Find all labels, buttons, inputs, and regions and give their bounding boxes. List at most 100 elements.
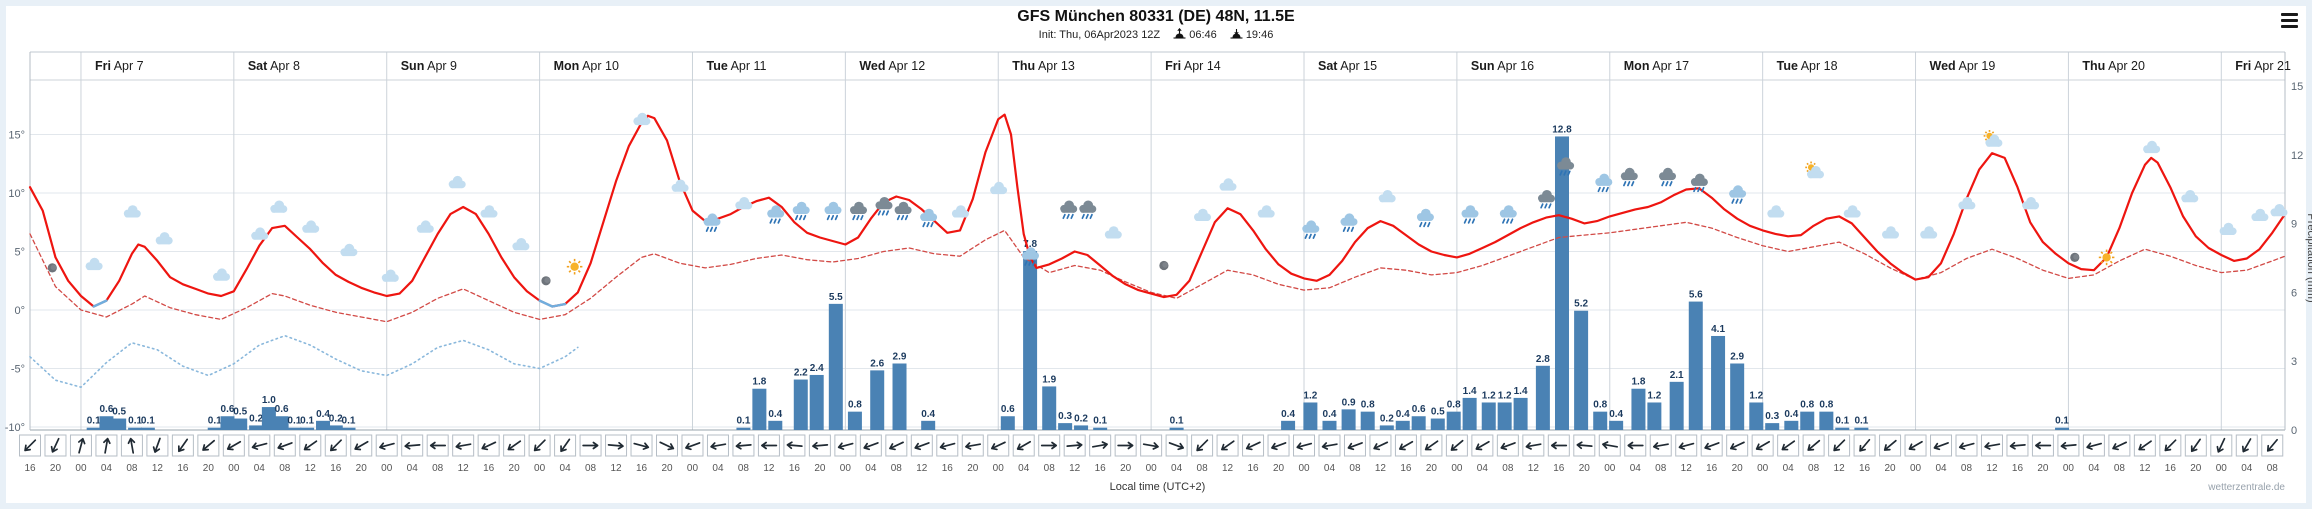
precip-bar-label: 1.2 bbox=[1498, 390, 1512, 401]
time-tick-label: 08 bbox=[1349, 463, 1361, 474]
time-tick-label: 08 bbox=[432, 463, 444, 474]
menu-button[interactable] bbox=[2281, 10, 2298, 31]
wind-arrow bbox=[965, 442, 982, 450]
time-tick-label: 04 bbox=[1018, 463, 1030, 474]
wind-arrow bbox=[1678, 442, 1695, 450]
wind-arrow bbox=[330, 439, 342, 452]
temp-axis-tick: -5° bbox=[11, 364, 25, 376]
precip-bar-label: 0.5 bbox=[233, 407, 247, 418]
time-tick-label: 20 bbox=[1273, 463, 1285, 474]
precip-bar bbox=[287, 427, 302, 430]
cloud-icon bbox=[2181, 190, 2199, 203]
precip-bar-label: 1.2 bbox=[1482, 390, 1496, 401]
moon-icon bbox=[47, 263, 57, 273]
wind-arrow bbox=[1652, 442, 1669, 450]
cloud-icon bbox=[671, 179, 689, 192]
precip-axis-title: Precipitation (mm) bbox=[2305, 213, 2312, 302]
precip-bar-label: 1.2 bbox=[1647, 390, 1661, 401]
precip-bar-label: 0.4 bbox=[316, 409, 330, 420]
precip-bar-label: 2.1 bbox=[1670, 370, 1684, 381]
sun-cloud-icon bbox=[1805, 161, 1824, 179]
time-tick-label: 04 bbox=[1630, 463, 1642, 474]
precip-bar-label: 0.2 bbox=[1380, 413, 1394, 424]
precipitation-bars: 0.10.60.50.10.1 0.10.60.50.21.00.60.10.10… bbox=[86, 124, 2069, 430]
precip-bar-label: 0.8 bbox=[1361, 400, 1375, 411]
precip-bar bbox=[847, 411, 862, 430]
time-tick-label: 04 bbox=[1783, 463, 1795, 474]
precip-axis-tick: 15 bbox=[2291, 81, 2303, 93]
day-label: Thu Apr 13 bbox=[1012, 59, 1075, 73]
precip-bar bbox=[1800, 411, 1815, 430]
time-tick-label: 04 bbox=[1477, 463, 1489, 474]
wind-arrow bbox=[582, 441, 599, 450]
menu-bar bbox=[2281, 13, 2298, 16]
precip-bar-label: 0.4 bbox=[1784, 409, 1798, 420]
rain-icon bbox=[1595, 173, 1613, 193]
sun-cloud-icon bbox=[1983, 130, 2003, 147]
temperature-blue-dotted bbox=[29, 334, 579, 389]
wind-arrow bbox=[2035, 441, 2052, 450]
time-tick-label: 00 bbox=[1604, 463, 1616, 474]
time-tick-label: 00 bbox=[1757, 463, 1769, 474]
wind-arrow bbox=[1958, 442, 1975, 450]
time-tick-label: 12 bbox=[1222, 463, 1234, 474]
wind-arrow bbox=[2009, 441, 2026, 450]
precip-bar bbox=[1430, 418, 1445, 430]
precip-bar-label: 0.1 bbox=[1854, 416, 1868, 427]
precip-bar-label: 0.1 bbox=[87, 416, 101, 427]
time-tick-label: 12 bbox=[152, 463, 164, 474]
wind-arrow bbox=[710, 442, 727, 450]
cloud-icon bbox=[85, 257, 103, 271]
precip-bar-label: 0.6 bbox=[275, 404, 289, 415]
wind-arrow bbox=[786, 441, 803, 450]
precip-bar bbox=[793, 379, 808, 430]
precip-bar-label: 0.6 bbox=[221, 404, 235, 415]
precip-bar bbox=[1497, 402, 1512, 430]
precip-bar-label: 1.8 bbox=[1631, 377, 1645, 388]
rain-icon bbox=[767, 205, 785, 224]
day-label: Tue Apr 18 bbox=[1777, 59, 1838, 73]
time-tick-label: 20 bbox=[814, 463, 826, 474]
sun-icon bbox=[566, 258, 583, 275]
wind-arrow bbox=[429, 441, 447, 450]
time-tick-label: 16 bbox=[1859, 463, 1871, 474]
time-tick-label: 04 bbox=[865, 463, 877, 474]
cloud-icon bbox=[213, 268, 230, 281]
precip-bar bbox=[1749, 402, 1764, 430]
time-tick-label: 08 bbox=[2114, 463, 2126, 474]
wind-arrow bbox=[1833, 439, 1846, 452]
rain-icon bbox=[1461, 205, 1479, 224]
time-tick-label: 16 bbox=[2165, 463, 2177, 474]
rain-icon bbox=[1340, 213, 1358, 232]
time-tick-label: 08 bbox=[1044, 463, 1056, 474]
time-tick-label: 04 bbox=[2241, 463, 2253, 474]
menu-bar bbox=[2281, 25, 2298, 28]
wind-arrow bbox=[1245, 441, 1261, 451]
day-label: Sat Apr 15 bbox=[1318, 59, 1377, 73]
cloud-icon bbox=[302, 220, 320, 233]
time-tick-label: 20 bbox=[2037, 463, 2049, 474]
precip-bar-label: 0.1 bbox=[287, 416, 301, 427]
wind-arrow bbox=[202, 439, 215, 451]
time-tick-label: 20 bbox=[1732, 463, 1744, 474]
wind-arrow bbox=[404, 441, 421, 450]
heavy-rain-icon bbox=[850, 201, 867, 221]
precip-bar-label: 0.5 bbox=[1431, 407, 1445, 418]
wind-arrow bbox=[2266, 438, 2278, 452]
wind-arrow bbox=[1859, 438, 1871, 452]
wind-arrow bbox=[939, 442, 956, 450]
chart-background-panel bbox=[6, 6, 2306, 503]
cloud-icon bbox=[448, 175, 466, 189]
day-label: Thu Apr 20 bbox=[2082, 59, 2145, 73]
precip-bar-label: 0.4 bbox=[1396, 409, 1410, 420]
precip-bar-label: 0.1 bbox=[141, 416, 155, 427]
time-tick-label: 20 bbox=[1426, 463, 1438, 474]
precip-bar bbox=[1481, 402, 1496, 430]
cloud-icon bbox=[2022, 197, 2040, 210]
precip-bar bbox=[140, 427, 155, 430]
precip-bar bbox=[1074, 425, 1089, 430]
wind-arrow bbox=[1168, 442, 1185, 451]
precip-bar bbox=[207, 427, 222, 430]
wind-arrow bbox=[1347, 442, 1363, 451]
